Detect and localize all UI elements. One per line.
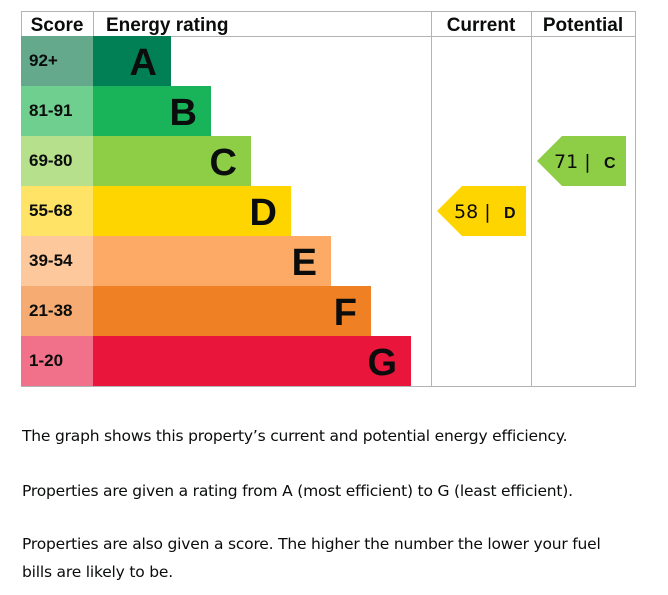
rating-letter-e: E (292, 242, 317, 284)
rating-letter-c: C (210, 142, 237, 184)
potential-rating-score-label: 71 | (554, 151, 591, 173)
header-potential: Potential (543, 15, 623, 36)
rating-bar-b (93, 86, 211, 136)
current-rating-arrow (437, 186, 526, 236)
rating-bands: 92+ A 81-91 B 69-80 C 55-68 D 39-54 E 21-38 F 1-20 G (21, 36, 411, 386)
score-cell-g (21, 336, 93, 386)
rating-bar-c (93, 136, 251, 186)
rating-letter-d: D (250, 192, 277, 234)
description-score-line-1: Properties are also given a score. The h… (22, 535, 601, 553)
rating-letter-g: G (367, 342, 397, 384)
description-score: Properties are also given a score. The h… (22, 530, 652, 586)
potential-rating-band-label: C (604, 155, 616, 172)
rating-bar-d (93, 186, 291, 236)
score-range-f: 21-38 (29, 301, 72, 320)
potential-rating-arrow (537, 136, 626, 186)
epc-chart: Score Energy rating Current Potential 92+ A 8… (21, 11, 636, 387)
rating-bar-f (93, 286, 371, 336)
score-cell-c (21, 136, 93, 186)
rating-letter-a: A (130, 42, 157, 84)
description-score-line-2: bills are likely to be. (22, 563, 173, 581)
score-range-c: 69-80 (29, 151, 72, 170)
rating-letter-f: F (334, 292, 357, 334)
score-cell-d (21, 186, 93, 236)
score-cell-f (21, 286, 93, 336)
score-cell-e (21, 236, 93, 286)
score-range-b: 81-91 (29, 101, 72, 120)
rating-bar-a (93, 36, 171, 86)
current-rating-score-label: 58 | (454, 201, 491, 223)
current-rating-band-label: D (504, 205, 516, 222)
description-rating: Properties are given a rating from A (mo… (22, 482, 573, 500)
header-energy-rating: Energy rating (106, 15, 228, 36)
score-range-a: 92+ (29, 51, 58, 70)
chart-headers: Score Energy rating Current Potential (31, 15, 624, 36)
header-current: Current (447, 15, 516, 36)
rating-bar-g (93, 336, 411, 386)
score-cell-b (21, 86, 93, 136)
description-graph: The graph shows this property’s current … (22, 427, 568, 445)
score-cell-a (21, 36, 93, 86)
rating-bar-e (93, 236, 331, 286)
rating-letter-b: B (170, 92, 197, 134)
score-range-d: 55-68 (29, 201, 72, 220)
header-score: Score (31, 15, 84, 36)
rating-indicators: 58 | D 71 | C (437, 136, 626, 236)
score-range-g: 1-20 (29, 351, 63, 370)
score-range-e: 39-54 (29, 251, 73, 270)
